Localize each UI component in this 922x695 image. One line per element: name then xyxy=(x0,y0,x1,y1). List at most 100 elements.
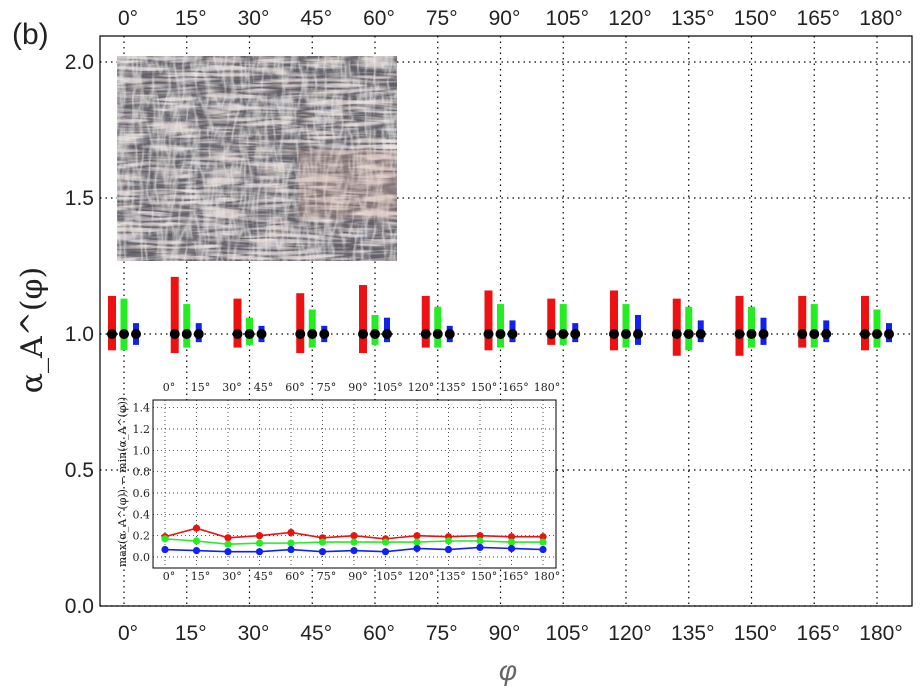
range-bar-red xyxy=(861,295,869,351)
inset-xtick-label: 45° xyxy=(254,570,274,583)
inset-point-blue xyxy=(350,547,358,555)
inset-point-green xyxy=(507,538,516,546)
range-bar-green xyxy=(873,309,881,348)
inset-point-red xyxy=(476,532,484,540)
range-bar-green xyxy=(120,298,128,351)
range-bar-red xyxy=(233,298,242,348)
inset-point-green xyxy=(476,537,484,545)
inset-top-tick-label: 30° xyxy=(222,381,242,394)
mean-dot-green xyxy=(558,329,569,339)
inset-point-green xyxy=(444,537,453,545)
inset-point-green xyxy=(161,535,169,543)
range-bar-red xyxy=(359,285,367,354)
inset-ytick-label: 0.4 xyxy=(133,508,151,521)
mean-dot-blue xyxy=(633,329,643,339)
mean-dot-red xyxy=(797,329,808,339)
mean-dot-blue xyxy=(382,329,392,339)
main-xlabel: φ xyxy=(499,655,517,686)
inset-point-blue xyxy=(507,544,516,553)
mean-dot-green xyxy=(746,329,757,339)
inset-point-blue xyxy=(224,548,232,556)
main-xtick-label: 135° xyxy=(671,622,714,645)
main-xtick-label: 90° xyxy=(489,622,521,645)
main-top-tick-label: 60° xyxy=(363,7,395,30)
inset-top-tick-label: 120° xyxy=(408,381,435,394)
main-xtick-label: 30° xyxy=(238,622,270,645)
range-bar-green xyxy=(308,309,316,348)
mean-dot-red xyxy=(671,329,682,339)
mean-dot-red xyxy=(295,329,306,339)
mean-dot-red xyxy=(420,329,431,339)
inset-point-red xyxy=(192,524,201,532)
inset-marks xyxy=(161,524,547,556)
mean-dot-red xyxy=(483,329,494,339)
inset-top-tick-label: 180° xyxy=(534,381,561,394)
inset-point-green xyxy=(287,539,295,547)
inset-point-green xyxy=(350,538,358,546)
range-bar-green xyxy=(622,304,630,348)
mean-dot-red xyxy=(734,329,745,339)
inset-xtick-label: 165° xyxy=(502,570,529,583)
main-top-tick-label: 105° xyxy=(546,7,589,30)
inset-point-red xyxy=(507,533,516,541)
mean-dot-blue xyxy=(256,329,267,339)
mean-dot-red xyxy=(107,329,117,339)
inset-ytick-label: 1.0 xyxy=(133,444,151,457)
mean-dot-green xyxy=(370,329,380,339)
main-top-tick-label: 0° xyxy=(118,7,138,30)
range-bar-red xyxy=(547,298,556,345)
inset-point-red xyxy=(539,533,547,541)
mean-dot-red xyxy=(169,329,180,339)
range-bar-green xyxy=(685,306,693,351)
mean-dot-green xyxy=(809,329,820,339)
labels: 0.0 0.5 1.0 1.5 2.0 0° 15° 30° 45° 60° 75° 90° 105° 1… xyxy=(15,7,903,686)
range-bar-green xyxy=(559,304,567,345)
mean-dot-red xyxy=(358,329,368,339)
inset-ytick-label: 0.0 xyxy=(133,551,151,564)
range-bar-red xyxy=(798,295,807,348)
main-marks xyxy=(107,276,894,356)
inset-point-blue xyxy=(192,547,201,555)
inset-point-blue xyxy=(381,548,390,556)
inset-xtick-label: 90° xyxy=(348,570,368,583)
main-top-tick-label: 120° xyxy=(608,7,651,30)
main-top-tick-label: 15° xyxy=(175,7,207,30)
inset-point-green xyxy=(318,538,327,546)
mean-dot-green xyxy=(621,329,631,339)
main-xtick-label: 120° xyxy=(608,622,651,645)
inset-top-tick-label: 0° xyxy=(163,381,176,394)
inset-top-tick-label: 45° xyxy=(254,381,274,394)
inset-point-green xyxy=(255,539,264,547)
mean-dot-blue xyxy=(131,329,141,339)
inset-top-tick-label: 90° xyxy=(348,381,368,394)
main-xtick-label: 150° xyxy=(734,622,777,645)
inset-point-green xyxy=(381,538,390,546)
inset-top-tick-label: 135° xyxy=(439,381,466,394)
inset-point-green xyxy=(192,537,201,545)
inset-point-blue xyxy=(539,545,547,554)
inset-point-red xyxy=(255,532,264,540)
main-xtick-label: 180° xyxy=(859,622,902,645)
inset-point-blue xyxy=(287,545,295,554)
mean-dot-green xyxy=(495,329,506,339)
mean-dot-green xyxy=(872,329,882,339)
inset-point-red xyxy=(413,532,421,540)
inset-ylabel: max(α_A^(φ)) − min(α_A^(φ)) xyxy=(116,397,129,567)
inset-point-blue xyxy=(413,544,421,553)
range-bar-red xyxy=(421,295,430,348)
main-top-tick-label: 180° xyxy=(859,7,902,30)
inset-top-tick-label: 15° xyxy=(191,381,211,394)
inset-point-blue xyxy=(318,548,327,556)
inset-point-blue xyxy=(476,543,484,552)
inset-xtick-label: 105° xyxy=(376,570,403,583)
inset-top-tick-label: 75° xyxy=(317,381,337,394)
inset-top-tick-label: 105° xyxy=(376,381,403,394)
mean-dot-red xyxy=(546,329,557,339)
inset-top-tick-label: 60° xyxy=(285,381,305,394)
inset-point-blue xyxy=(444,545,453,554)
inset-xtick-label: 120° xyxy=(408,570,435,583)
mean-dot-blue xyxy=(758,329,769,339)
inset-point-red xyxy=(224,534,232,542)
main-xtick-label: 165° xyxy=(797,622,840,645)
